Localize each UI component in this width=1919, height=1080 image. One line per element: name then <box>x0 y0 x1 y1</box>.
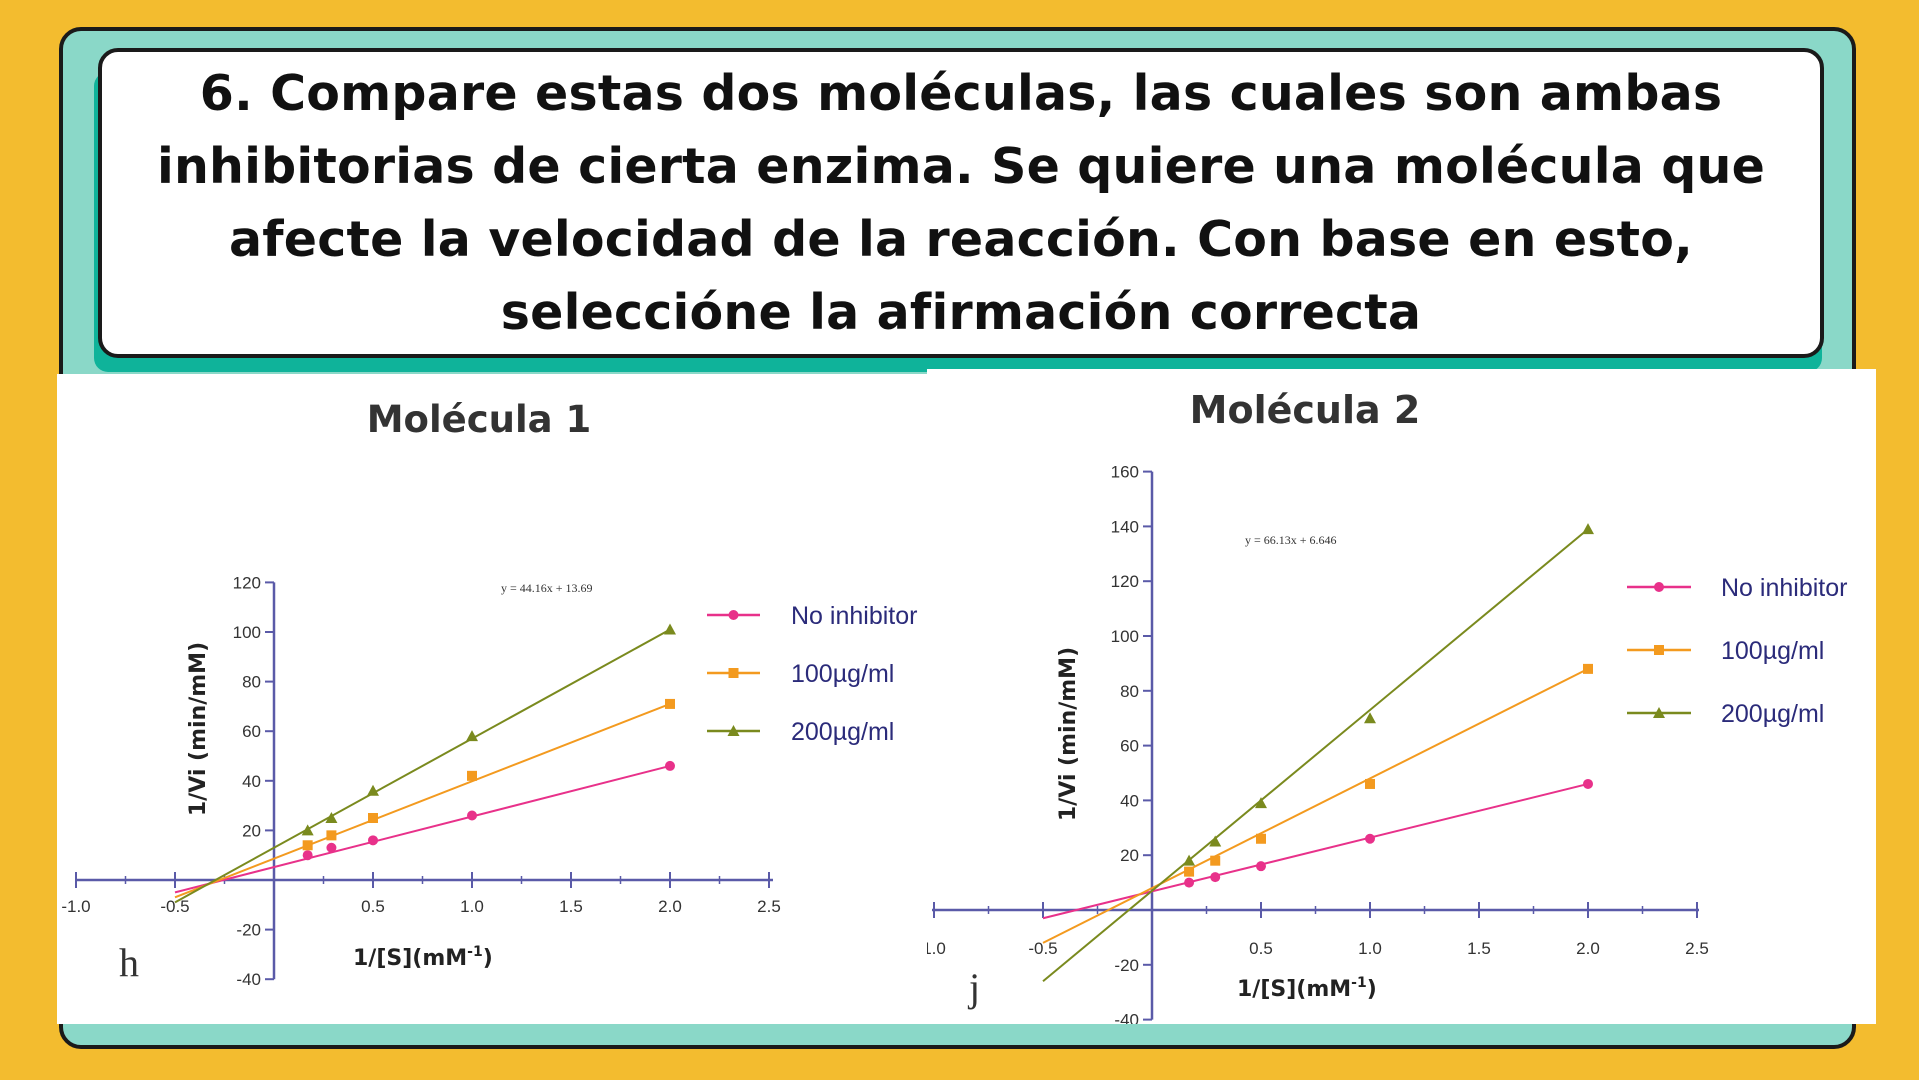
x-tick-label: 0.5 <box>361 897 385 916</box>
data-point <box>326 830 337 841</box>
legend-label: 200µg/ml <box>1721 700 1824 728</box>
regression-equation: y = 44.16x + 13.69 <box>501 581 593 595</box>
chart-title: Molécula 1 <box>367 398 592 441</box>
legend-marker <box>1654 582 1664 592</box>
series-line <box>174 702 671 899</box>
data-point <box>664 623 676 635</box>
y-tick-label: 40 <box>242 772 261 791</box>
chart-title: Molécula 2 <box>1190 388 1421 432</box>
data-point <box>1582 523 1594 535</box>
data-point <box>1256 833 1266 844</box>
data-point <box>1583 663 1593 674</box>
legend-marker <box>1654 645 1664 655</box>
y-tick-label: 80 <box>242 673 261 692</box>
data-point <box>1210 872 1221 883</box>
y-tick-label: 100 <box>1111 627 1139 646</box>
data-point <box>1183 854 1196 866</box>
data-point <box>302 850 313 861</box>
legend-marker <box>728 668 739 678</box>
question-text: 6. Compare estas dos moléculas, las cual… <box>156 65 1766 341</box>
data-point <box>367 784 379 796</box>
chart-panel-molecule-1: Molécula 1 -1.0 -0.5 0.5 1.0 1.5 2.0 2.5 -40 -20 2… <box>57 374 927 1024</box>
y-tick-label: 60 <box>1120 737 1139 756</box>
data-point <box>1256 861 1266 872</box>
panel-letter: h <box>119 940 139 985</box>
chart-molecule-1: Molécula 1 -1.0 -0.5 0.5 1.0 1.5 2.0 2.5 -40 -20 2… <box>61 398 917 989</box>
x-tick-label: 2.5 <box>757 897 781 916</box>
x-tick-label: -0.5 <box>1028 939 1057 958</box>
data-point <box>1365 833 1375 844</box>
chart-panel-molecule-2: Molécula 2 1.0 -0.5 0.5 1.0 1.5 2.0 2.5 -40 -20 20… <box>927 369 1876 1024</box>
data-point <box>368 835 378 846</box>
legend-marker <box>727 725 740 736</box>
y-tick-label: 20 <box>242 821 261 840</box>
panel-letter: j <box>967 965 980 1010</box>
x-axis-label: 1/[S](mM-1) <box>353 944 493 971</box>
data-point <box>665 760 675 771</box>
series-line <box>174 764 671 894</box>
data-point <box>467 810 477 821</box>
data-point <box>1209 835 1222 847</box>
x-tick-label: 1.0 <box>927 939 946 958</box>
data-point <box>368 813 378 823</box>
data-point <box>1210 855 1221 866</box>
data-point <box>326 842 337 853</box>
x-tick-label: 1.0 <box>460 897 484 916</box>
y-tick-label: -40 <box>1114 1011 1139 1024</box>
y-tick-label: 120 <box>1111 572 1139 591</box>
series-line <box>1042 528 1589 983</box>
data-point <box>1184 877 1195 888</box>
y-tick-label: 20 <box>1120 846 1139 865</box>
x-tick-label: 1.5 <box>559 897 583 916</box>
legend-marker <box>728 610 739 620</box>
question-box: 6. Compare estas dos moléculas, las cual… <box>98 48 1824 358</box>
x-tick-label: 1.0 <box>1358 939 1382 958</box>
y-tick-label: 60 <box>242 722 261 741</box>
legend-marker <box>1653 707 1665 718</box>
data-point <box>665 698 675 709</box>
legend-label: 100µg/ml <box>1721 637 1824 665</box>
legend-label: No inhibitor <box>1721 574 1847 602</box>
y-tick-label: 40 <box>1120 791 1139 810</box>
y-axis-label: 1/Vi (min/mM) <box>186 642 211 816</box>
x-tick-label: 1.5 <box>1467 939 1491 958</box>
series-line <box>1042 667 1589 944</box>
x-tick-label: 2.0 <box>658 897 682 916</box>
legend-label: 200µg/ml <box>791 718 894 746</box>
chart-molecule-2: Molécula 2 1.0 -0.5 0.5 1.0 1.5 2.0 2.5 -40 -20 20… <box>927 388 1847 1024</box>
x-tick-label: 2.5 <box>1685 939 1709 958</box>
data-point <box>1365 778 1375 789</box>
data-point <box>467 770 477 781</box>
x-tick-label: 2.0 <box>1576 939 1600 958</box>
data-point <box>1583 778 1593 789</box>
x-axis-label: 1/[S](mM-1) <box>1237 975 1377 1002</box>
data-point <box>1364 712 1376 724</box>
y-axis-label: 1/Vi (min/mM) <box>1056 647 1081 821</box>
data-point <box>1184 866 1195 877</box>
y-tick-label: 120 <box>233 573 261 592</box>
data-point <box>325 812 338 823</box>
regression-equation: y = 66.13x + 6.646 <box>1245 533 1337 547</box>
legend-label: No inhibitor <box>791 602 917 630</box>
x-tick-label: 0.5 <box>1249 939 1273 958</box>
series-line <box>174 628 671 904</box>
y-tick-label: 160 <box>1111 463 1139 482</box>
y-tick-label: -20 <box>1114 956 1139 975</box>
data-point <box>1255 797 1267 809</box>
x-tick-label: -0.5 <box>160 897 189 916</box>
series-line <box>1042 782 1589 920</box>
y-tick-label: -40 <box>236 970 261 989</box>
data-point <box>466 730 478 742</box>
data-point <box>302 840 313 851</box>
y-tick-label: 80 <box>1120 682 1139 701</box>
y-tick-label: 100 <box>233 623 261 642</box>
legend-label: 100µg/ml <box>791 660 894 688</box>
y-tick-label: 140 <box>1111 517 1139 536</box>
x-tick-label: -1.0 <box>61 897 90 916</box>
data-point <box>301 824 314 836</box>
y-tick-label: -20 <box>236 921 261 940</box>
